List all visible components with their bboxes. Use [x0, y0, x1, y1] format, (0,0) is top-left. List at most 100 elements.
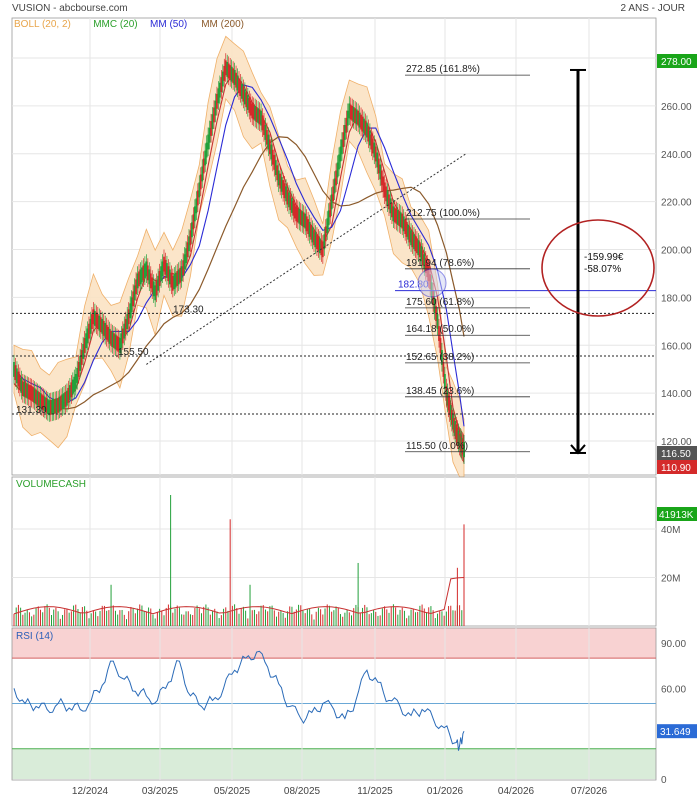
- price-axis-tick: 180.00: [661, 293, 692, 304]
- candle-body: [82, 344, 85, 359]
- candle-body: [363, 118, 365, 134]
- support-level-label: 173.30: [173, 304, 204, 315]
- annotation-ellipse: [541, 219, 655, 317]
- candle-body: [158, 271, 161, 286]
- candle-body: [317, 236, 320, 252]
- candle-body: [377, 158, 380, 174]
- candle-body: [246, 95, 249, 110]
- candle-body: [38, 391, 40, 407]
- candle-body: [349, 104, 352, 120]
- candle-body: [343, 125, 346, 140]
- chart-source-title: VUSION - abcbourse.com: [12, 3, 128, 14]
- candle-body: [85, 333, 87, 349]
- candle-body: [335, 170, 337, 186]
- candle-body: [76, 367, 79, 383]
- volume-axis-tick: 40M: [661, 525, 680, 536]
- candle-body: [292, 200, 295, 216]
- rsi-axis-tick: 0: [661, 775, 667, 786]
- candle-body: [342, 132, 345, 148]
- candle-body: [163, 256, 165, 272]
- candle-body: [61, 394, 64, 410]
- x-axis-tick: 12/2024: [72, 786, 109, 797]
- candle-body: [380, 170, 383, 186]
- candle-body: [463, 442, 465, 458]
- candle-body: [105, 324, 108, 340]
- candle-body: [36, 390, 39, 406]
- candle-body: [364, 120, 367, 136]
- candle-body: [407, 224, 410, 240]
- candle-body: [101, 318, 104, 334]
- candle-body: [277, 170, 280, 186]
- rsi-overbought-zone: [12, 627, 656, 659]
- candle-body: [420, 246, 423, 262]
- candle-body: [43, 396, 46, 412]
- candle-body: [217, 88, 220, 104]
- candle-body: [386, 190, 389, 206]
- candle-body: [67, 387, 70, 403]
- candle-body: [214, 100, 217, 116]
- candle-body: [301, 211, 304, 227]
- x-axis-tick: 11/2025: [357, 786, 393, 797]
- candle-body: [254, 105, 257, 121]
- candle-body: [161, 261, 164, 277]
- candle-body: [370, 134, 373, 150]
- legend-entry: MM (200): [201, 19, 244, 30]
- candle-body: [54, 398, 57, 414]
- candle-body: [210, 121, 212, 136]
- candle-body: [295, 206, 298, 222]
- candle-body: [241, 83, 243, 99]
- candle-body: [327, 210, 330, 226]
- candle-body: [348, 103, 351, 119]
- candle-body: [336, 162, 339, 178]
- candle-body: [186, 242, 189, 258]
- candle-body: [213, 107, 215, 123]
- fibonacci-label: 175.60 (61.8%): [406, 297, 474, 308]
- candle-body: [279, 173, 282, 189]
- candle-body: [108, 328, 111, 344]
- candle-body: [102, 320, 105, 336]
- candle-body: [223, 65, 226, 81]
- candle-body: [417, 240, 420, 256]
- candle-body: [27, 384, 30, 400]
- candle-body: [14, 365, 17, 381]
- candle-body: [83, 338, 86, 353]
- candle-body: [389, 198, 392, 214]
- candle-body: [46, 399, 49, 414]
- candle-body: [41, 394, 43, 410]
- candle-body: [120, 333, 123, 349]
- candle-body: [332, 186, 335, 202]
- candle-body: [338, 154, 340, 170]
- candle-body: [216, 93, 218, 109]
- candle-body: [170, 272, 173, 288]
- candle-body: [276, 165, 279, 181]
- x-axis-tick: 08/2025: [284, 786, 321, 797]
- low-price-tag: 110.90: [661, 463, 691, 474]
- candle-body: [201, 166, 204, 182]
- candle-body: [77, 362, 80, 377]
- candle-body: [318, 238, 321, 254]
- period-label: 2 ANS - JOUR: [620, 3, 685, 14]
- candle-body: [143, 263, 146, 279]
- candle-body: [168, 269, 171, 285]
- candle-body: [291, 198, 293, 213]
- fibonacci-label: 152.65 (38.2%): [406, 352, 474, 363]
- candle-body: [58, 396, 61, 412]
- volume-axis-tick: 20M: [661, 574, 680, 585]
- candle-body: [238, 78, 240, 94]
- candle-body: [129, 303, 132, 319]
- candle-body: [421, 250, 424, 266]
- candle-body: [410, 230, 412, 246]
- candle-body: [126, 314, 129, 329]
- legend-entry: MMC (20): [93, 19, 137, 30]
- candle-body: [49, 399, 52, 415]
- x-axis-tick: 01/2026: [427, 786, 464, 797]
- price-axis-tick: 260.00: [661, 102, 692, 113]
- candle-body: [71, 379, 74, 395]
- candle-body: [204, 150, 207, 166]
- fibonacci-label: 138.45 (23.6%): [406, 386, 474, 397]
- annotation-percent: -58.07%: [584, 264, 621, 275]
- candle-body: [258, 109, 261, 125]
- candle-body: [107, 326, 110, 342]
- candle-body: [326, 218, 329, 234]
